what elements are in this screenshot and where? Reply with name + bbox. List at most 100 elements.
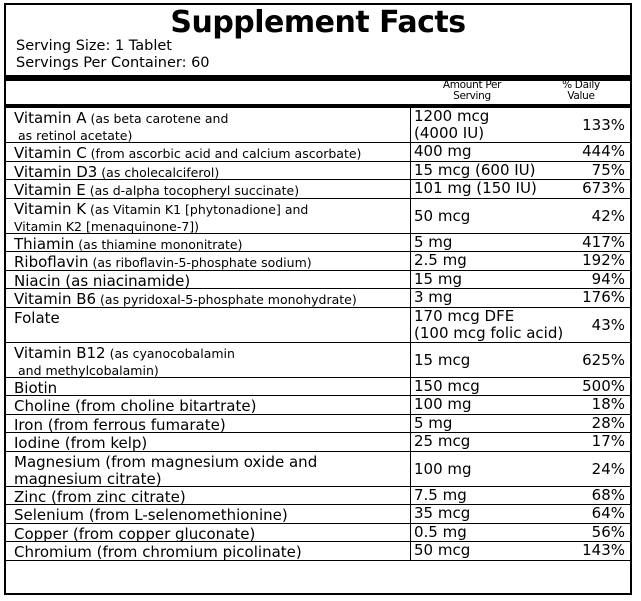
nutrient-row: Iodine (from kelp) 25 mcg 17% xyxy=(6,433,630,452)
amount-header-line2: Serving xyxy=(453,90,491,102)
nutrient-source: (as cyanocobalamin xyxy=(105,345,235,361)
amount-per-serving-header: Amount Per Serving xyxy=(411,80,533,102)
amount-cell: 15 mcg (600 IU) xyxy=(410,160,580,179)
nutrient-name-line: Vitamin E (as d-alpha tocopheryl succina… xyxy=(14,180,410,199)
nutrient-name-cell: Niacin (as niacinamide) xyxy=(14,271,410,290)
nutrient-row: Niacin (as niacinamide) 15 mg 94% xyxy=(6,269,630,290)
amount-cell: 0.5 mg xyxy=(410,522,580,541)
nutrient-source: (as thiamine mononitrate) xyxy=(74,236,243,252)
nutrient-row: Choline (from choline bitartrate) 100 mg 1… xyxy=(6,396,630,415)
nutrient-source: (as riboflavin-5-phosphate sodium) xyxy=(88,255,312,270)
nutrient-name-cell: Biotin xyxy=(14,378,410,397)
amount-cell: 15 mcg xyxy=(410,342,580,377)
amount-value: 0.5 mg xyxy=(414,522,467,541)
nutrient-row: Vitamin E (as d-alpha tocopheryl succina… xyxy=(6,180,630,199)
nutrient-name: Biotin xyxy=(14,378,58,397)
nutrient-name: Choline (from choline bitartrate) xyxy=(14,397,257,415)
amount-value: 5 mg xyxy=(414,413,453,432)
nutrient-source: (as beta carotene and xyxy=(86,111,229,126)
nutrient-name-cell: Vitamin B6 (as pyridoxal-5-phosphate mon… xyxy=(14,289,410,308)
nutrient-name-cell: Iodine (from kelp) xyxy=(14,433,410,452)
daily-value-percent: 75% xyxy=(591,160,625,179)
nutrient-row: Riboflavin (as riboflavin-5-phosphate so… xyxy=(6,252,630,271)
amount-cell: 150 mcg xyxy=(410,376,580,395)
nutrient-name: Copper (from copper gluconate) xyxy=(14,524,256,543)
nutrient-row: Thiamin (as thiamine mononitrate) 5 mg 417… xyxy=(6,233,630,253)
nutrient-row: Vitamin D3 (as cholecalciferol) 15 mcg (6… xyxy=(6,160,630,181)
nutrient-name: Niacin (as niacinamide) xyxy=(14,271,191,290)
nutrient-row: Vitamin C (from ascorbic acid and calciu… xyxy=(6,143,630,162)
nutrient-name-cell: Magnesium (from magnesium oxide and magne… xyxy=(14,452,410,488)
amount-value: 50 mcg xyxy=(414,206,471,225)
amount-value-secondary: (100 mcg folic acid) xyxy=(414,323,564,342)
amount-value: 101 mg (150 IU) xyxy=(414,179,537,197)
nutrient-name-line: Vitamin C (from ascorbic acid and calciu… xyxy=(14,143,410,162)
daily-value-percent: 56% xyxy=(591,522,625,541)
nutrient-source: (as Vitamin K1 [phytonadione] and xyxy=(86,201,309,217)
nutrient-row: Chromium (from chromium picolinate) 50 mc… xyxy=(6,542,630,561)
nutrient-row: Vitamin B12 (as cyanocobalamin and methyl… xyxy=(6,342,630,379)
nutrient-row: Zinc (from zinc citrate) 7.5 mg 68% xyxy=(6,486,630,506)
daily-value-percent: 143% xyxy=(582,541,625,559)
amount-value: 15 mcg (600 IU) xyxy=(414,160,536,179)
amount-value: 1200 mcg xyxy=(414,107,490,125)
thick-divider xyxy=(6,75,630,81)
nutrient-name-line: Folate xyxy=(14,308,410,327)
amount-header-line1: Amount Per xyxy=(442,79,502,91)
nutrient-row: Vitamin B6 (as pyridoxal-5-phosphate mon… xyxy=(6,289,630,308)
amount-cell: 3 mg xyxy=(410,289,580,307)
daily-value-header: % Daily Value xyxy=(546,80,616,102)
amount-value: 50 mcg xyxy=(414,541,471,559)
amount-value: 35 mcg xyxy=(414,504,471,522)
nutrient-name-cell: Zinc (from zinc citrate) xyxy=(14,487,410,506)
amount-cell: 15 mg xyxy=(410,269,580,288)
amount-value: 2.5 mg xyxy=(414,251,467,269)
daily-value-percent: 18% xyxy=(591,395,625,413)
nutrient-name-line: Magnesium (from magnesium oxide and xyxy=(14,452,410,471)
amount-cell: 25 mcg xyxy=(410,433,580,451)
amount-value: 15 mg xyxy=(414,269,462,288)
daily-value-percent: 444% xyxy=(582,142,625,160)
nutrient-name-cell: Folate xyxy=(14,308,410,327)
daily-value-percent: 64% xyxy=(591,504,625,522)
nutrient-name: Riboflavin xyxy=(14,253,89,271)
nutrient-name-line: Vitamin B6 (as pyridoxal-5-phosphate mon… xyxy=(14,289,410,308)
nutrient-name: Vitamin D3 xyxy=(14,162,98,181)
dv-header-line2: Value xyxy=(567,90,595,102)
nutrient-source-continued: Vitamin K2 [menaquinone-7]) xyxy=(14,218,200,234)
amount-value: 170 mcg DFE xyxy=(414,306,515,325)
nutrient-name: Vitamin C xyxy=(14,144,87,162)
nutrient-name: Magnesium (from magnesium oxide and xyxy=(14,452,318,471)
daily-value-percent: 94% xyxy=(591,269,625,288)
amount-value: 400 mg xyxy=(414,142,472,160)
amount-value: 150 mcg xyxy=(414,376,480,395)
nutrient-name: Selenium (from L-selenomethionine) xyxy=(14,506,288,524)
daily-value-percent: 673% xyxy=(582,179,625,197)
nutrient-name-cell: Vitamin K (as Vitamin K1 [phytonadione] … xyxy=(14,199,410,235)
daily-value-percent: 625% xyxy=(582,350,625,369)
nutrient-name: Vitamin A xyxy=(14,109,87,127)
nutrient-source: (as d-alpha tocopheryl succinate) xyxy=(85,183,300,198)
nutrient-row: Folate 170 mcg DFE (100 mcg folic acid) 43% xyxy=(6,306,630,343)
nutrient-name-cell: Vitamin B12 (as cyanocobalamin and methyl… xyxy=(14,343,410,379)
daily-value-percent: 192% xyxy=(582,251,625,269)
amount-value: 3 mg xyxy=(414,288,453,306)
serving-size: Serving Size: 1 Tablet xyxy=(16,38,172,54)
header-divider xyxy=(6,104,630,108)
daily-value-percent: 133% xyxy=(582,116,625,134)
daily-value-percent: 28% xyxy=(591,413,625,432)
nutrient-name-line: Vitamin D3 (as cholecalciferol) xyxy=(14,162,410,181)
nutrient-name: Thiamin xyxy=(14,234,75,253)
amount-cell: 50 mcg xyxy=(410,542,580,560)
amount-cell: 7.5 mg xyxy=(410,486,580,504)
nutrient-name-cell: Vitamin D3 (as cholecalciferol) xyxy=(14,162,410,181)
amount-cell: 2.5 mg xyxy=(410,252,580,270)
nutrient-name-cell: Iron (from ferrous fumarate) xyxy=(14,415,410,434)
nutrient-name: Iodine (from kelp) xyxy=(14,434,148,452)
amount-value-secondary: (4000 IU) xyxy=(414,124,485,142)
nutrient-name: Vitamin E xyxy=(14,181,86,199)
nutrient-row: Vitamin K (as Vitamin K1 [phytonadione] … xyxy=(6,198,630,235)
nutrient-source: (from ascorbic acid and calcium ascorbat… xyxy=(86,146,362,161)
nutrient-name-line: Selenium (from L-selenomethionine) xyxy=(14,505,410,524)
nutrient-name-cell: Choline (from choline bitartrate) xyxy=(14,396,410,415)
